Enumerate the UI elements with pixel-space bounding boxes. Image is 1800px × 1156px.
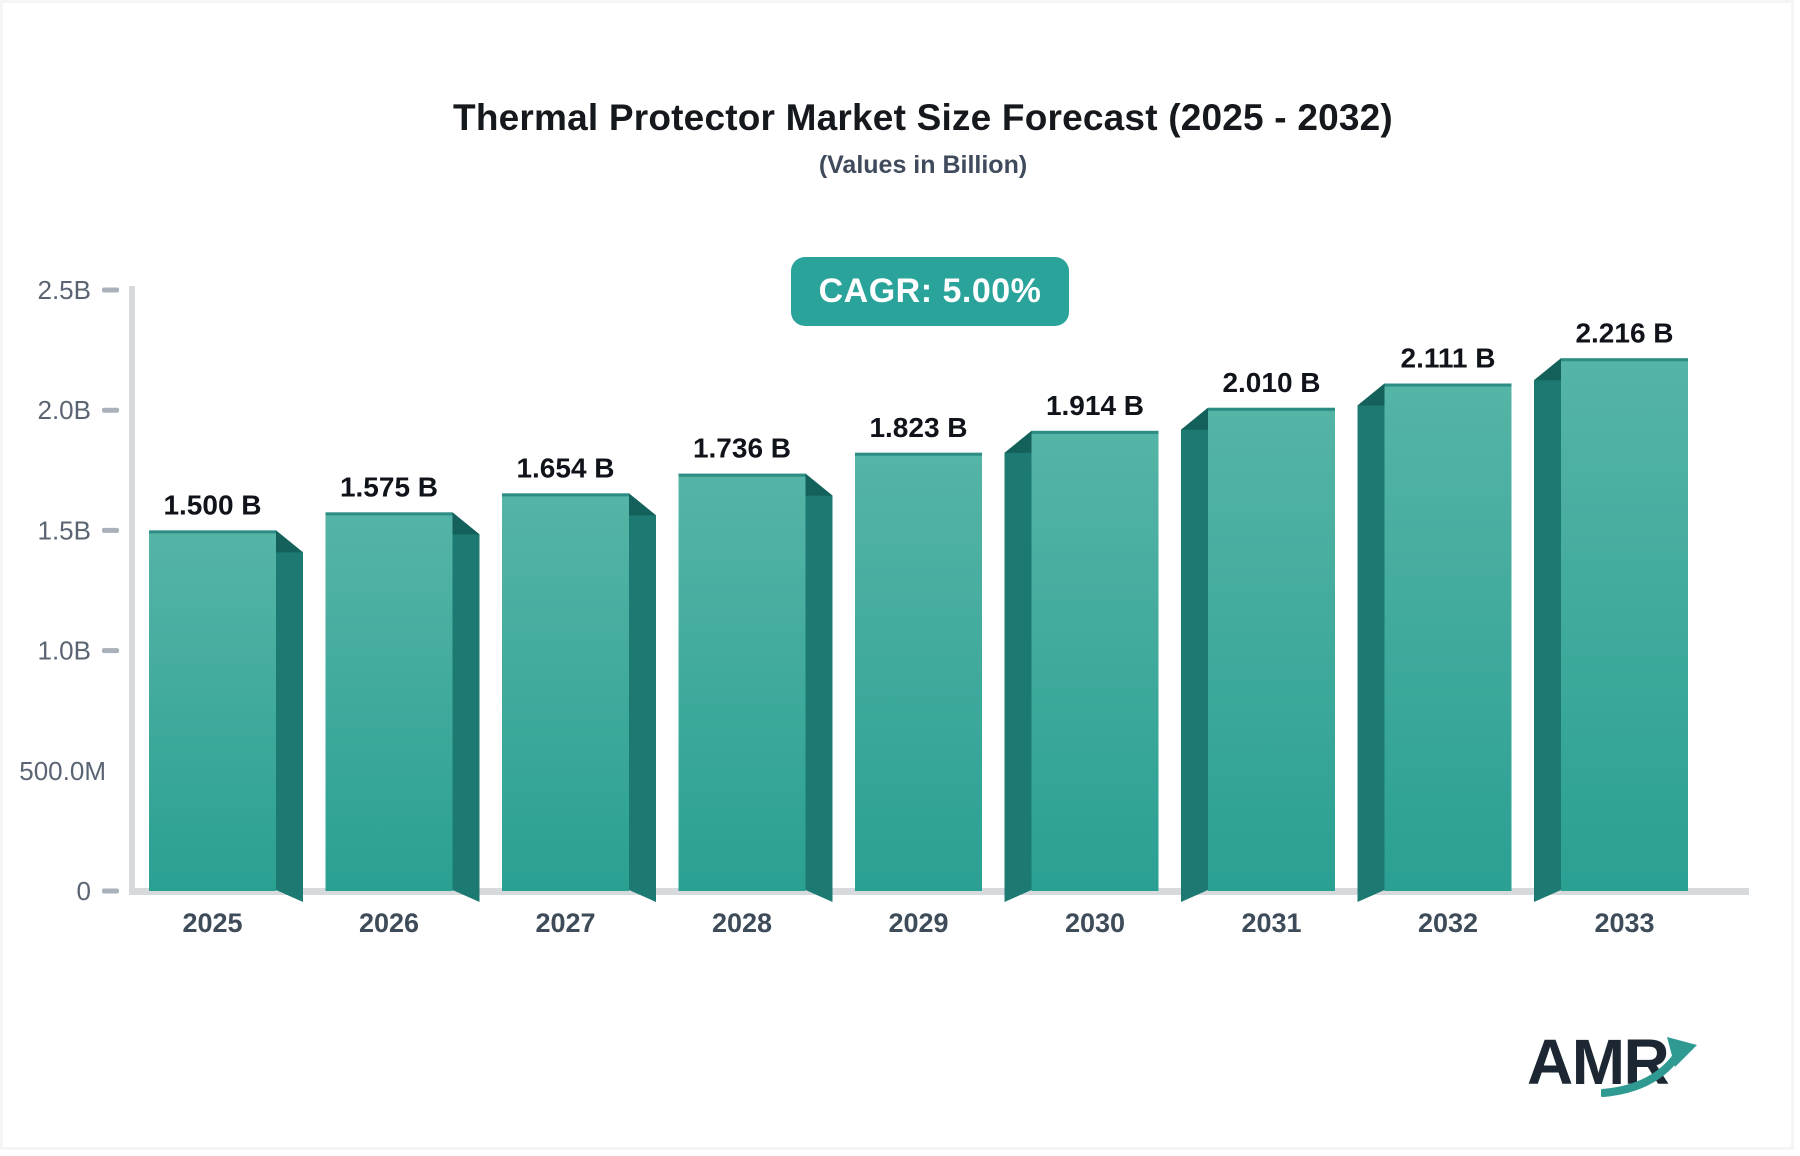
bar-value-label-2031: 2.010 B <box>1222 367 1320 398</box>
bar-value-label-2032: 2.111 B <box>1401 343 1496 374</box>
bar-value-label-2027: 1.654 B <box>516 452 614 483</box>
bar-side-2030 <box>1004 430 1032 902</box>
y-tick-label: 500.0M <box>19 756 106 786</box>
growth-arrow-icon <box>1601 1037 1697 1097</box>
x-axis-label-2029: 2029 <box>888 908 948 938</box>
y-tick-mark <box>102 287 119 293</box>
bar-value-label-2028: 1.736 B <box>693 433 791 464</box>
x-axis-label-2030: 2030 <box>1065 908 1125 938</box>
bar-top-edge-2031 <box>1208 407 1335 411</box>
bar-top-edge-2032 <box>1384 383 1512 387</box>
bar-2028 <box>678 473 806 891</box>
x-axis-label-2028: 2028 <box>712 908 772 938</box>
bar-side-2027 <box>629 493 656 902</box>
y-tick-mark <box>102 648 119 654</box>
x-axis-label-2026: 2026 <box>359 908 419 938</box>
bar-2026 <box>325 512 453 891</box>
bar-group-2025: 1.500 B 2025 <box>149 489 303 938</box>
y-tick-mark <box>102 888 119 894</box>
bar-top-edge-2029 <box>855 452 982 456</box>
bar-side-2033 <box>1534 358 1561 903</box>
bar-2032 <box>1384 383 1512 891</box>
bar-top-edge-2033 <box>1561 358 1688 362</box>
bar-2029 <box>855 452 982 891</box>
chart-title: Thermal Protector Market Size Forecast (… <box>453 97 1393 138</box>
bar-2033 <box>1561 358 1688 892</box>
y-tick-label: 1.5B <box>38 515 92 545</box>
bar-value-label-2029: 1.823 B <box>869 412 967 443</box>
bar-value-label-2033: 2.216 B <box>1575 317 1673 348</box>
bar-wedge-2028 <box>805 473 833 496</box>
y-tick-label: 2.0B <box>38 395 92 425</box>
bar-wedge-2026 <box>452 512 480 535</box>
bar-side-2031 <box>1181 407 1208 902</box>
bar-top-edge-2025 <box>149 530 276 534</box>
y-tick-mark <box>102 527 119 533</box>
y-tick-label: 0 <box>77 876 91 906</box>
bar-2027 <box>502 493 629 891</box>
bar-2030 <box>1031 430 1159 891</box>
bar-wedge-2031 <box>1181 407 1208 430</box>
bar-side-2025 <box>276 530 303 902</box>
y-tick-label: 2.5B <box>38 275 92 305</box>
bar-group-2027: 1.654 B 2027 <box>502 452 656 938</box>
bar-group-2030: 1.914 B 2030 <box>1004 390 1159 938</box>
x-axis-line <box>129 888 1749 895</box>
bar-top-edge-2027 <box>502 493 629 497</box>
bar-group-2032: 2.111 B 2032 <box>1357 343 1512 938</box>
amr-logo: AMR <box>1527 1025 1757 1115</box>
bar-wedge-2027 <box>629 493 656 516</box>
bar-2025 <box>149 530 276 891</box>
bar-value-label-2025: 1.500 B <box>163 489 261 520</box>
bar-value-label-2026: 1.575 B <box>340 471 438 502</box>
bar-group-2026: 1.575 B 2026 <box>325 471 480 938</box>
bar-2031 <box>1208 407 1335 891</box>
cagr-badge: CAGR: 5.00% <box>791 257 1069 326</box>
cagr-badge-label: CAGR: 5.00% <box>818 272 1042 310</box>
bar-chart: 2.5B 2.0B 1.5B 1.0B 500.0M 0 1.500 B 2025 1.575 … <box>19 275 1749 938</box>
x-axis-label-2033: 2033 <box>1594 908 1654 938</box>
x-axis-label-2031: 2031 <box>1241 908 1301 938</box>
bar-side-2032 <box>1357 383 1385 902</box>
bar-wedge-2033 <box>1534 358 1561 381</box>
bar-group-2028: 1.736 B 2028 <box>678 433 833 938</box>
bar-top-edge-2028 <box>678 473 806 477</box>
bar-top-edge-2026 <box>325 512 453 516</box>
bar-wedge-2025 <box>276 530 303 553</box>
bar-group-2031: 2.010 B 2031 <box>1181 367 1335 938</box>
chart-subtitle: (Values in Billion) <box>818 151 1028 179</box>
bar-group-2033: 2.216 B 2033 <box>1534 317 1688 938</box>
bar-side-2028 <box>805 473 833 902</box>
bar-wedge-2032 <box>1357 383 1385 406</box>
bar-group-2029: 1.823 B 2029 <box>855 412 982 938</box>
bar-side-2026 <box>452 512 480 902</box>
bar-wedge-2030 <box>1004 430 1032 453</box>
bar-value-label-2030: 1.914 B <box>1046 390 1144 421</box>
y-tick-mark <box>102 407 119 413</box>
bar-top-edge-2030 <box>1031 430 1159 434</box>
y-tick-label: 1.0B <box>38 636 92 666</box>
x-axis-label-2025: 2025 <box>182 908 242 938</box>
x-axis-label-2027: 2027 <box>535 908 595 938</box>
x-axis-label-2032: 2032 <box>1418 908 1478 938</box>
y-axis-line <box>129 286 135 895</box>
